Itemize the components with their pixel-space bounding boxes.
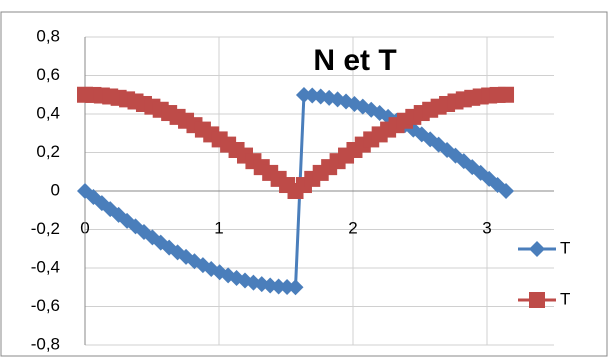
legend-label: T: [560, 238, 570, 257]
y-tick-label: -0,6: [31, 296, 60, 315]
legend-marker: [529, 241, 545, 257]
x-tick-label: 3: [482, 218, 491, 237]
marker: [287, 279, 304, 296]
y-tick-label: 0,6: [36, 65, 60, 84]
marker: [279, 279, 296, 296]
y-tick-label: 0: [51, 180, 60, 199]
y-tick-label: -0,8: [31, 334, 60, 353]
marker: [119, 212, 136, 229]
marker: [498, 183, 515, 199]
y-tick-label: 0,2: [36, 142, 60, 161]
x-tick-label: 1: [214, 218, 223, 237]
legend-marker: [529, 292, 545, 308]
y-tick-label: 0,4: [36, 103, 60, 122]
y-tick-label: -0,4: [31, 257, 60, 276]
marker: [498, 86, 515, 103]
legend-label: T: [560, 289, 570, 308]
y-tick-label: -0,2: [31, 219, 60, 238]
legend-symbol: [529, 292, 545, 308]
x-tick-label: 2: [348, 218, 357, 237]
y-tick-label: 0,8: [36, 26, 60, 45]
legend-symbol: [529, 241, 545, 257]
chart-title: N et T: [313, 44, 396, 77]
